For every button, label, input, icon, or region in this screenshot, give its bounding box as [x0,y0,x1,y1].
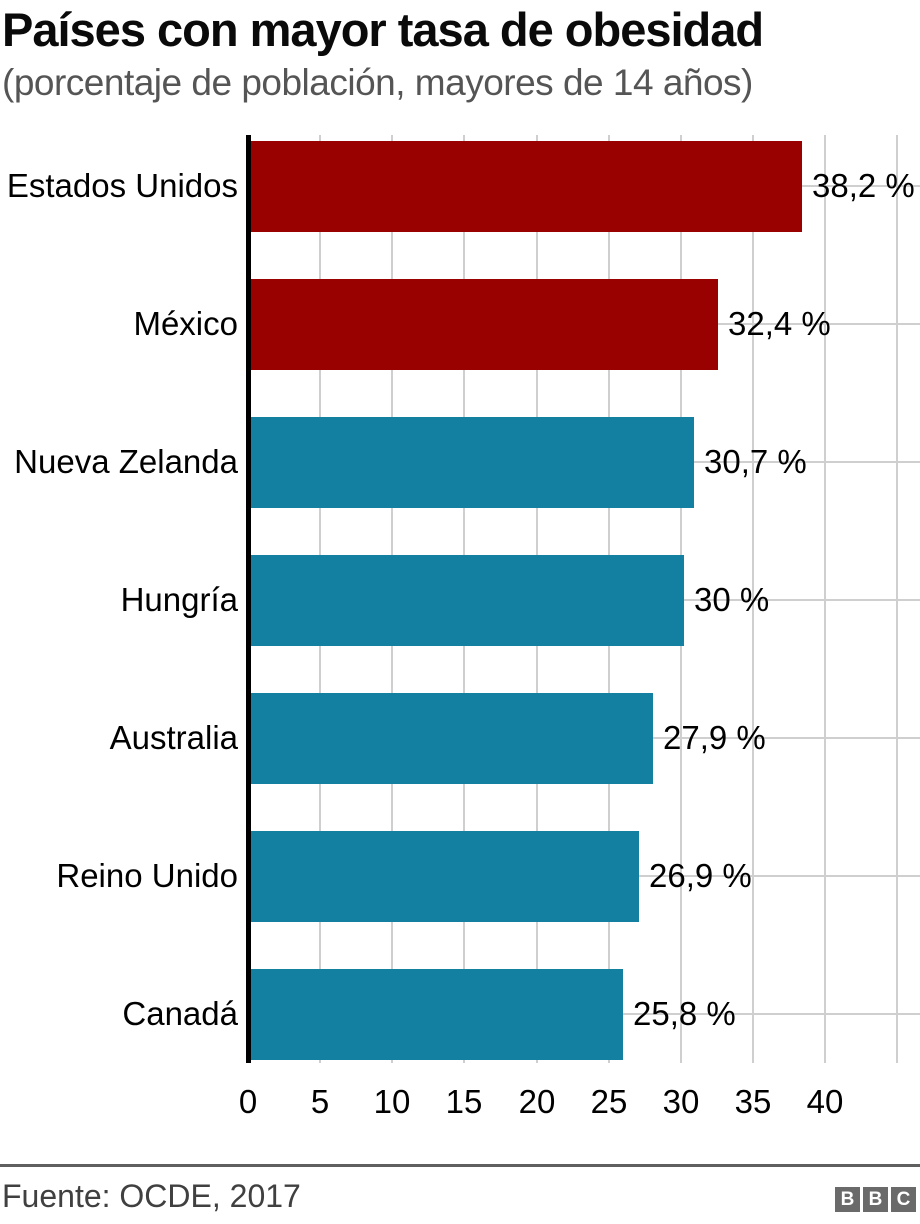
category-label: Canadá [122,995,238,1032]
bar-value-label: 30,7 % [704,443,807,480]
x-tick-label: 30 [662,1083,700,1120]
x-tick-label: 10 [373,1083,411,1120]
gridline-vertical [680,135,682,1063]
gridline-horizontal [251,599,920,601]
bbc-logo-letter: B [863,1187,888,1212]
bar-value-label: 30 % [694,581,770,618]
gridline-horizontal [251,875,920,877]
x-tick-label: 35 [734,1083,772,1120]
source-text: Fuente: OCDE, 2017 [2,1178,301,1214]
bar [251,141,802,232]
y-axis-line [246,135,251,1063]
bbc-logo-letter: C [891,1187,916,1212]
bar-value-label: 38,2 % [812,167,915,204]
gridline-vertical [536,135,538,1063]
gridline-vertical [391,135,393,1063]
bar [251,693,653,784]
gridline-vertical [463,135,465,1063]
bar-value-label: 32,4 % [728,305,831,342]
category-label: México [133,305,238,342]
footer-divider [0,1164,920,1167]
gridline-horizontal [251,323,920,325]
category-label: Hungría [120,581,238,618]
x-tick-label: 15 [445,1083,483,1120]
bar-value-label: 26,9 % [649,857,752,894]
gridline-vertical [824,135,826,1063]
bar [251,417,694,508]
bar [251,969,623,1060]
x-tick-label: 20 [518,1083,556,1120]
chart-subtitle: (porcentaje de población, mayores de 14 … [2,62,753,103]
gridline-horizontal [251,737,920,739]
gridline-vertical [608,135,610,1063]
bar-value-label: 25,8 % [633,995,736,1032]
x-tick-label: 25 [590,1083,628,1120]
gridline-horizontal [251,1013,920,1015]
gridline-vertical [752,135,754,1063]
gridline-vertical [896,135,898,1063]
gridline-horizontal [251,461,920,463]
bbc-logo-letter: B [835,1187,860,1212]
category-label: Australia [109,719,238,756]
bar [251,279,718,370]
category-label: Nueva Zelanda [14,443,238,480]
bar-value-label: 27,9 % [663,719,766,756]
gridline-horizontal [251,185,920,187]
x-tick-label: 5 [310,1083,330,1120]
bar [251,555,684,646]
category-label: Estados Unidos [6,167,238,204]
x-tick-label: 40 [806,1083,844,1120]
category-label: Reino Unido [56,857,238,894]
bar [251,831,639,922]
x-tick-label: 0 [238,1083,258,1120]
chart-title: Países con mayor tasa de obesidad [2,3,764,56]
gridline-vertical [319,135,321,1063]
